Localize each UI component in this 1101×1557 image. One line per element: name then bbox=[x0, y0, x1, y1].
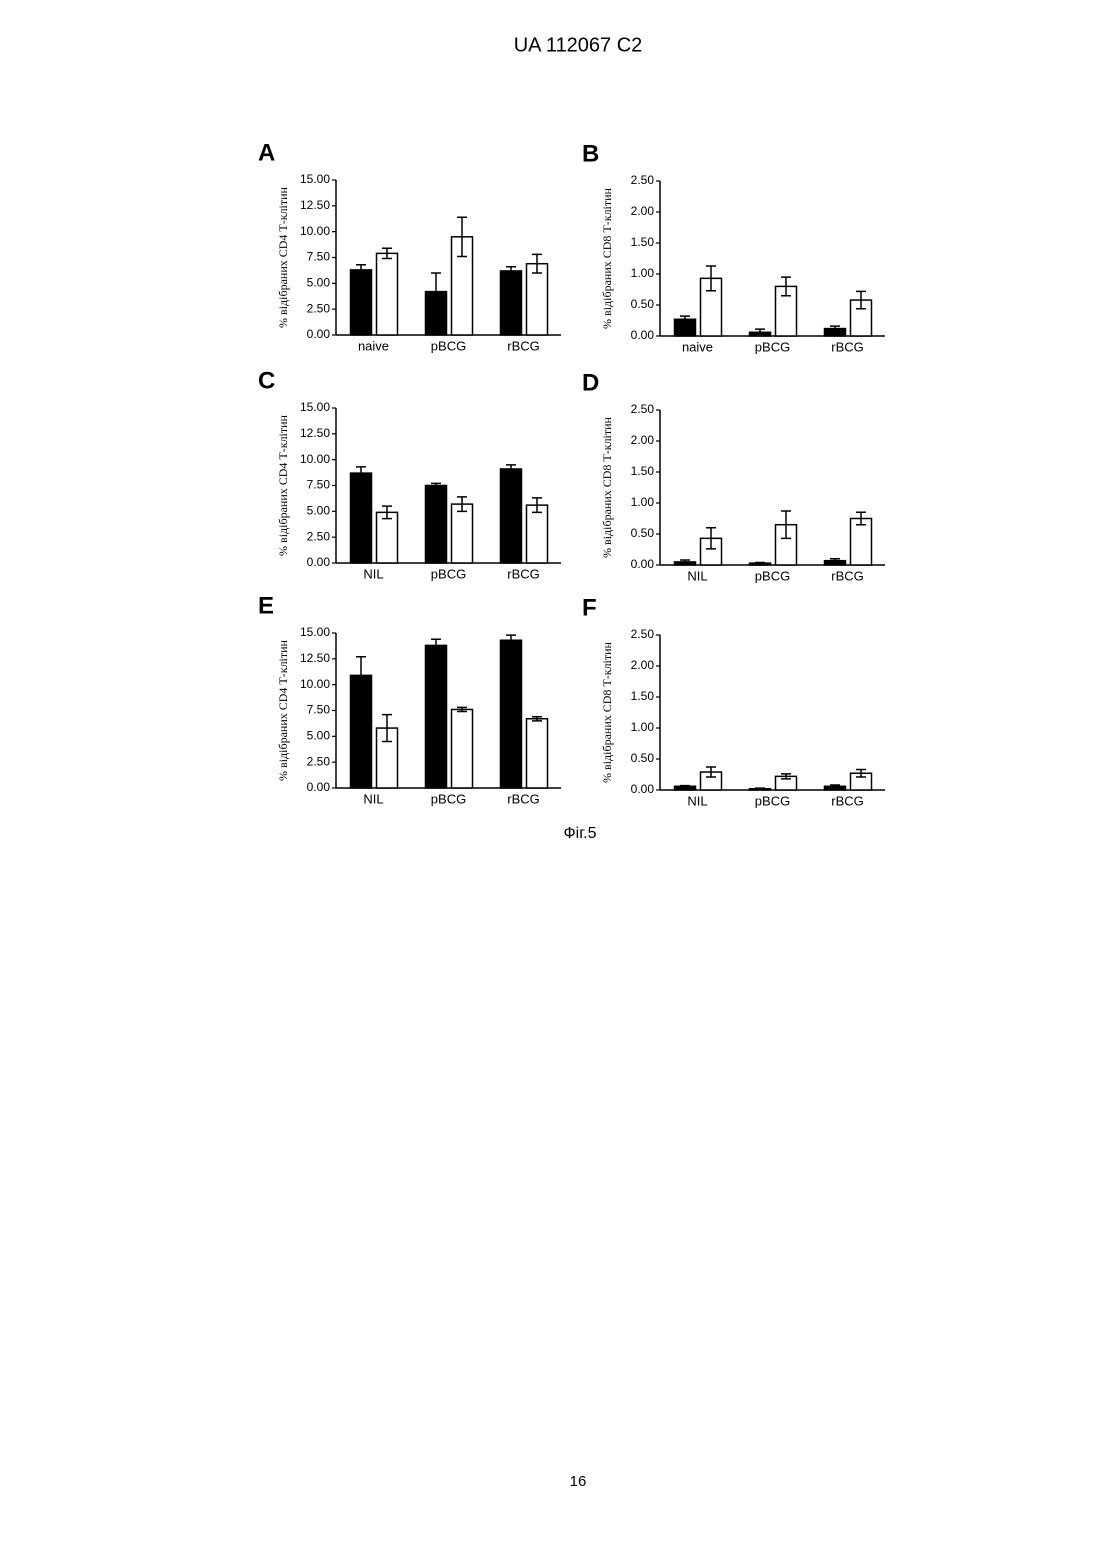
y-tick-label: 2.00 bbox=[631, 433, 655, 447]
bar bbox=[426, 486, 447, 564]
y-tick-label: 12.50 bbox=[300, 198, 330, 212]
y-tick-label: 7.50 bbox=[307, 250, 331, 264]
y-tick-label: 15.00 bbox=[300, 400, 330, 414]
y-tick-label: 2.50 bbox=[307, 529, 331, 543]
bar bbox=[501, 640, 522, 788]
y-tick-label: 5.00 bbox=[307, 729, 331, 743]
panel-label: C bbox=[258, 367, 275, 394]
y-tick-label: 2.00 bbox=[631, 658, 655, 672]
bar bbox=[351, 473, 372, 563]
panel-label: A bbox=[258, 139, 275, 166]
y-axis-label: % відібраних CD4 Т-клітин bbox=[276, 186, 290, 328]
y-tick-label: 2.50 bbox=[307, 301, 331, 315]
y-tick-label: 0.00 bbox=[307, 327, 331, 341]
y-tick-label: 1.00 bbox=[631, 495, 655, 509]
y-tick-label: 0.00 bbox=[631, 328, 655, 342]
bar bbox=[501, 469, 522, 563]
y-tick-label: 2.00 bbox=[631, 204, 655, 218]
y-tick-label: 0.00 bbox=[307, 780, 331, 794]
header: UA 112067 C2 bbox=[514, 34, 643, 56]
page: UA 112067 C2 Фіг.5 16 A % відібраних CD4 … bbox=[0, 0, 1101, 1557]
x-tick-label: naive bbox=[358, 338, 389, 353]
error-bar bbox=[755, 563, 765, 564]
y-tick-label: 2.50 bbox=[307, 754, 331, 768]
bar bbox=[426, 645, 447, 788]
y-tick-label: 7.50 bbox=[307, 703, 331, 717]
y-tick-label: 0.00 bbox=[631, 782, 655, 796]
panel-label: E bbox=[258, 592, 274, 619]
x-tick-label: pBCG bbox=[755, 568, 790, 583]
y-axis-label: % відібраних CD4 Т-клітин bbox=[276, 639, 290, 781]
y-axis-label: % відібраних CD4 Т-клітин bbox=[276, 414, 290, 556]
y-tick-label: 7.50 bbox=[307, 478, 331, 492]
y-tick-label: 0.50 bbox=[631, 297, 655, 311]
x-tick-label: rBCG bbox=[831, 568, 864, 583]
y-tick-label: 15.00 bbox=[300, 172, 330, 186]
x-tick-label: rBCG bbox=[507, 338, 540, 353]
y-tick-label: 10.00 bbox=[300, 677, 330, 691]
y-tick-label: 0.50 bbox=[631, 751, 655, 765]
bar bbox=[851, 519, 872, 566]
y-axis-label: % відібраних CD8 Т-клітин bbox=[600, 416, 614, 558]
y-tick-label: 0.50 bbox=[631, 526, 655, 540]
y-tick-label: 1.50 bbox=[631, 689, 655, 703]
y-tick-label: 0.00 bbox=[307, 555, 331, 569]
y-tick-label: 2.50 bbox=[631, 627, 655, 641]
bar bbox=[377, 512, 398, 563]
y-tick-label: 0.00 bbox=[631, 557, 655, 571]
y-tick-label: 12.50 bbox=[300, 426, 330, 440]
y-tick-label: 1.00 bbox=[631, 720, 655, 734]
bar bbox=[501, 271, 522, 335]
bar bbox=[527, 719, 548, 788]
bar bbox=[351, 270, 372, 335]
y-tick-label: 5.00 bbox=[307, 276, 331, 290]
y-axis-label: % відібраних CD8 Т-клітин bbox=[600, 187, 614, 329]
panel-label: D bbox=[582, 369, 599, 396]
bar bbox=[527, 505, 548, 563]
y-tick-label: 5.00 bbox=[307, 504, 331, 518]
x-tick-label: pBCG bbox=[431, 338, 466, 353]
error-bar bbox=[680, 786, 690, 787]
bar bbox=[377, 253, 398, 335]
x-tick-label: rBCG bbox=[831, 793, 864, 808]
x-tick-label: NIL bbox=[687, 568, 707, 583]
y-tick-label: 1.50 bbox=[631, 464, 655, 478]
y-tick-label: 1.50 bbox=[631, 235, 655, 249]
x-tick-label: NIL bbox=[687, 793, 707, 808]
x-tick-label: rBCG bbox=[831, 339, 864, 354]
y-tick-label: 12.50 bbox=[300, 651, 330, 665]
y-tick-label: 15.00 bbox=[300, 625, 330, 639]
y-tick-label: 10.00 bbox=[300, 224, 330, 238]
x-tick-label: pBCG bbox=[755, 793, 790, 808]
x-tick-label: pBCG bbox=[431, 791, 466, 806]
page-number: 16 bbox=[570, 1473, 587, 1490]
y-axis-label: % відібраних CD8 Т-клітин bbox=[600, 641, 614, 783]
figure-caption: Фіг.5 bbox=[564, 825, 597, 842]
y-tick-label: 2.50 bbox=[631, 173, 655, 187]
panel-label: F bbox=[582, 594, 597, 621]
error-bar bbox=[755, 788, 765, 789]
x-tick-label: pBCG bbox=[431, 566, 466, 581]
y-tick-label: 1.00 bbox=[631, 266, 655, 280]
y-tick-label: 10.00 bbox=[300, 452, 330, 466]
x-tick-label: NIL bbox=[363, 791, 383, 806]
bar bbox=[527, 264, 548, 335]
x-tick-label: pBCG bbox=[755, 339, 790, 354]
x-tick-label: NIL bbox=[363, 566, 383, 581]
bar bbox=[452, 504, 473, 563]
x-tick-label: rBCG bbox=[507, 566, 540, 581]
x-tick-label: rBCG bbox=[507, 791, 540, 806]
panel-label: B bbox=[582, 140, 599, 167]
x-tick-label: naive bbox=[682, 339, 713, 354]
bar bbox=[452, 709, 473, 788]
y-tick-label: 2.50 bbox=[631, 402, 655, 416]
